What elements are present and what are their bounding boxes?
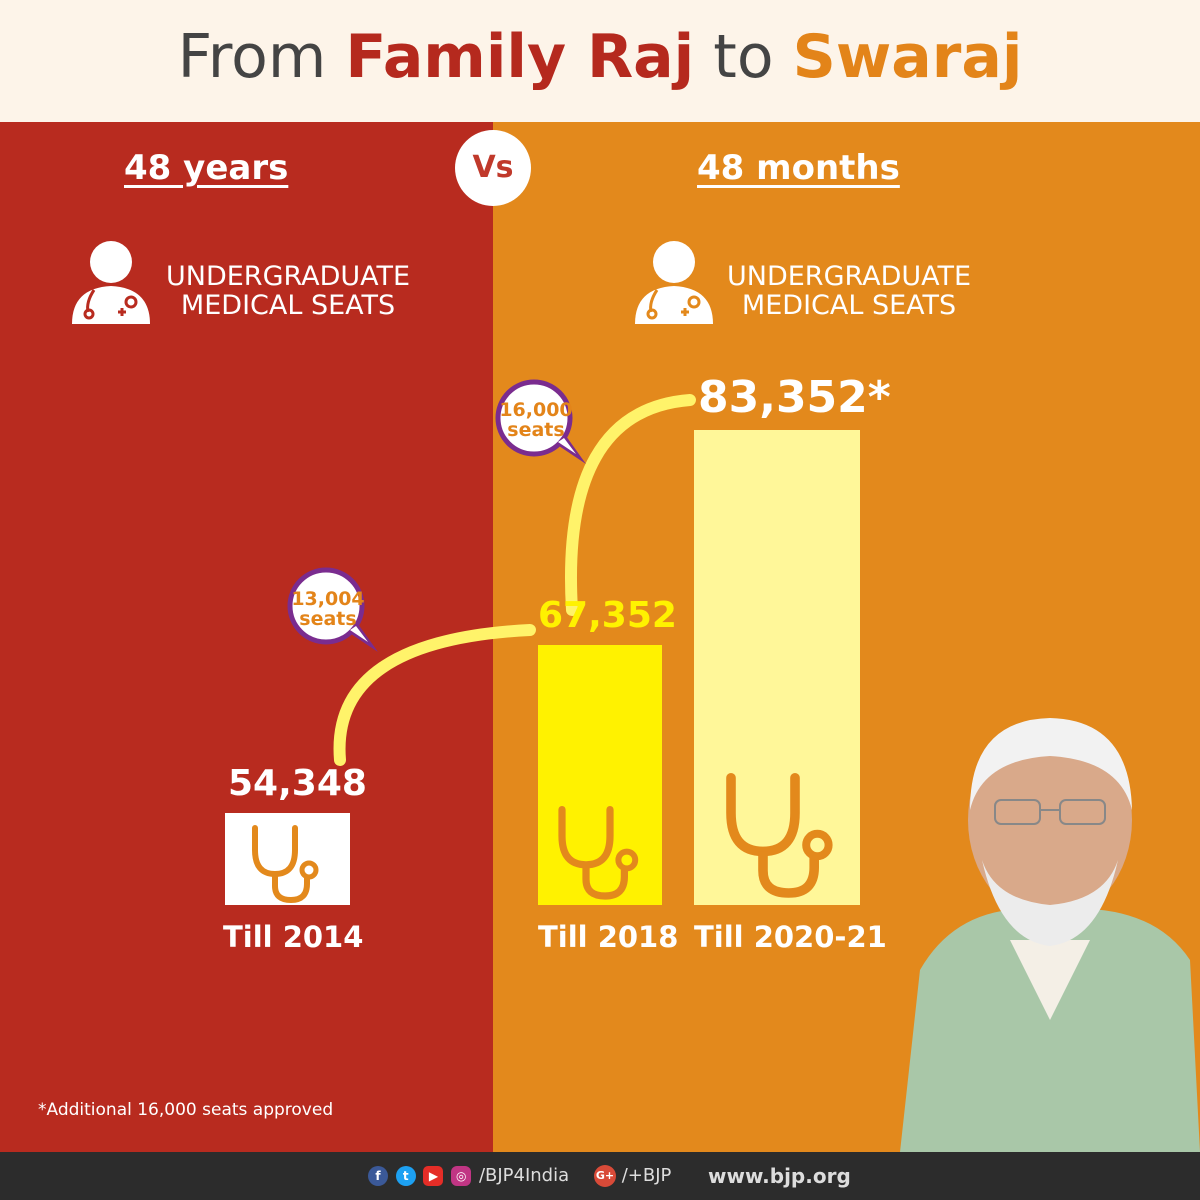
right-heading: 48 months: [697, 148, 900, 188]
stethoscope-icon-2020-21: [726, 773, 833, 898]
bubble-16000-line2: seats: [507, 419, 565, 441]
header: From Family Raj to Swaraj: [0, 0, 1200, 122]
google-plus-icon[interactable]: G+: [594, 1165, 616, 1187]
facebook-icon[interactable]: f: [368, 1166, 388, 1186]
website-link[interactable]: www.bjp.org: [708, 1164, 851, 1188]
value-label-2020-21: 83,352*: [698, 372, 891, 423]
category-label-2014: Till 2014: [223, 920, 364, 954]
bubble-16000-line1: 16,000: [499, 399, 573, 421]
page-title: From Family Raj to Swaraj: [0, 22, 1200, 92]
gplus-handle-text[interactable]: /+BJP: [621, 1165, 672, 1186]
title-part-from: From: [177, 22, 346, 92]
title-swaraj: Swaraj: [792, 22, 1023, 92]
value-label-2014: 54,348: [228, 763, 367, 804]
instagram-icon[interactable]: ◎: [451, 1166, 472, 1186]
bubble-16000: [495, 379, 586, 464]
title-part-to: to: [694, 22, 793, 92]
left-seat-label: UNDERGRADUATE MEDICAL SEATS: [166, 262, 410, 320]
doctor-icon-right: [635, 241, 713, 324]
value-label-2018: 67,352: [538, 594, 677, 636]
twitter-icon[interactable]: t: [395, 1166, 416, 1186]
curve-2018-2021: [565, 394, 696, 616]
left-seat-label-line2: MEDICAL SEATS: [180, 290, 396, 321]
social-handle-text[interactable]: /BJP4India: [478, 1165, 570, 1186]
bubble-13004-line1: 13,004: [291, 588, 365, 610]
gplus-handle: G+ /+BJP: [594, 1156, 671, 1196]
social-handles: f t ▶ ◎ /BJP4India: [368, 1156, 569, 1196]
right-seat-label-line2: MEDICAL SEATS: [741, 290, 957, 321]
bubble-13004: [287, 567, 378, 652]
right-seat-label: UNDERGRADUATE MEDICAL SEATS: [727, 262, 971, 320]
title-family-raj: Family Raj: [345, 22, 695, 92]
footnote: *Additional 16,000 seats approved: [38, 1100, 334, 1120]
vs-badge: Vs: [455, 130, 531, 206]
curve-2014-2018: [333, 624, 536, 766]
category-label-2018: Till 2018: [538, 920, 679, 954]
stethoscope-icon-2014: [252, 825, 319, 904]
right-seat-label-line1: UNDERGRADUATE: [727, 261, 972, 292]
bar-till-2014: [225, 813, 350, 905]
left-panel: [0, 122, 493, 1152]
stethoscope-icon-2018: [558, 806, 639, 900]
bubble-13004-text: 13,004 seats: [290, 589, 366, 629]
doctor-icon-left: [72, 241, 150, 324]
youtube-icon[interactable]: ▶: [423, 1166, 444, 1186]
bar-till-2020-21: [694, 430, 860, 905]
bubble-13004-line2: seats: [299, 608, 357, 630]
bubble-16000-text: 16,000 seats: [498, 400, 574, 440]
left-heading: 48 years: [124, 148, 289, 188]
category-label-2020-21: Till 2020-21: [694, 920, 887, 954]
left-seat-label-line1: UNDERGRADUATE: [166, 261, 411, 292]
portrait-image: [900, 718, 1200, 1152]
